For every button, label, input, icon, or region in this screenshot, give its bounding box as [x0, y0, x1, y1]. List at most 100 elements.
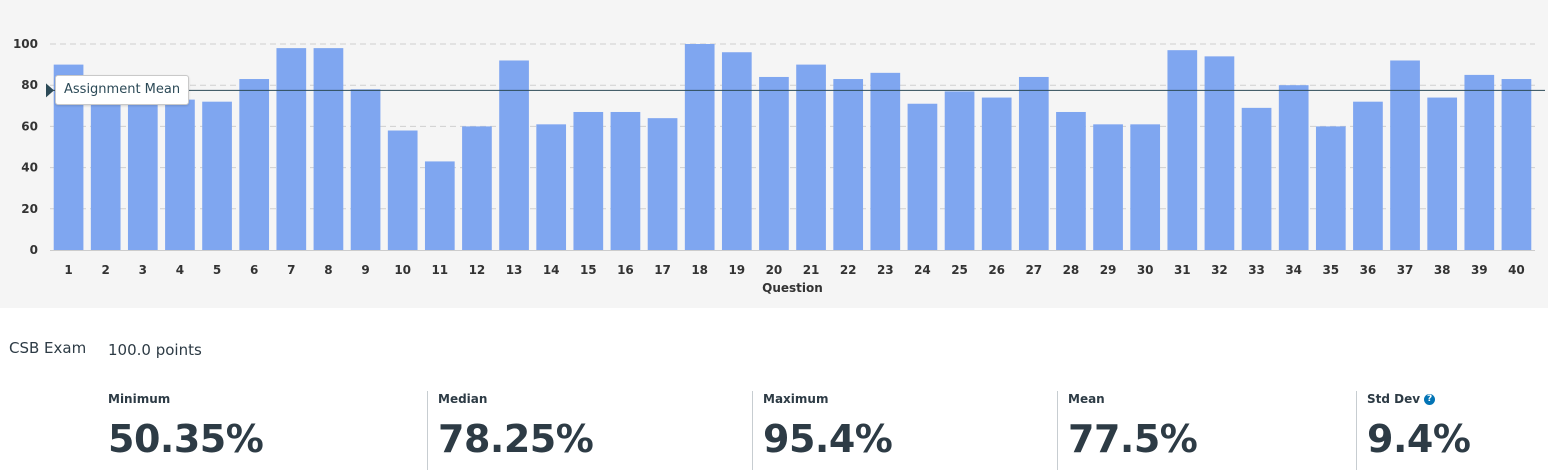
bar-question-20	[759, 76, 789, 251]
stat-std-dev: Std Dev ? 9.4%	[1356, 391, 1471, 470]
stat-median-value: 78.25%	[438, 417, 594, 461]
bar-question-22	[833, 79, 864, 251]
bar-question-13	[499, 60, 529, 251]
x-tick-label: 25	[951, 263, 968, 277]
stat-maximum-value: 95.4%	[763, 417, 893, 461]
bar-question-25	[944, 91, 975, 250]
stat-mean-label: Mean	[1068, 392, 1105, 406]
bar-question-2	[90, 101, 121, 251]
stat-maximum-label: Maximum	[763, 392, 829, 406]
bar-question-29	[1093, 124, 1123, 250]
stat-median: Median 78.25%	[427, 391, 594, 470]
y-tick-label: 20	[21, 202, 38, 216]
bar-question-8	[313, 48, 344, 251]
stat-mean-value: 77.5%	[1068, 417, 1198, 461]
x-tick-label: 34	[1285, 263, 1302, 277]
y-tick-label: 40	[21, 161, 38, 175]
bar-question-30	[1130, 124, 1161, 250]
x-tick-label: 37	[1397, 263, 1414, 277]
bar-question-40	[1501, 79, 1532, 251]
bar-question-19	[721, 52, 752, 250]
x-tick-label: 8	[324, 263, 332, 277]
assignment-name: CSB Exam	[9, 339, 87, 357]
bar-question-26	[981, 97, 1012, 250]
y-tick-label: 100	[13, 37, 38, 51]
bar-question-6	[239, 79, 270, 251]
x-tick-label: 11	[431, 263, 448, 277]
x-tick-label: 9	[361, 263, 369, 277]
x-tick-label: 28	[1063, 263, 1080, 277]
x-tick-label: 35	[1322, 263, 1339, 277]
x-tick-label: 29	[1100, 263, 1117, 277]
bar-question-10	[387, 130, 418, 250]
x-tick-label: 40	[1508, 263, 1525, 277]
bar-question-32	[1204, 56, 1235, 250]
x-tick-label: 10	[394, 263, 411, 277]
x-tick-label: 17	[654, 263, 671, 277]
bar-question-4	[165, 99, 195, 251]
x-tick-label: 19	[728, 263, 745, 277]
assignment-mean-label: Assignment Mean	[64, 82, 181, 97]
x-tick-label: 27	[1025, 263, 1042, 277]
bar-question-9	[350, 89, 381, 250]
stat-std-dev-label: Std Dev	[1367, 392, 1421, 406]
bar-question-16	[610, 111, 641, 250]
y-tick-label: 80	[21, 78, 38, 92]
x-tick-label: 26	[988, 263, 1005, 277]
x-tick-label: 36	[1360, 263, 1377, 277]
bar-question-27	[1018, 76, 1049, 251]
bar-question-39	[1464, 74, 1495, 251]
x-tick-label: 3	[139, 263, 147, 277]
bar-question-3	[127, 99, 158, 251]
bar-question-15	[573, 111, 604, 250]
bar-question-11	[424, 161, 455, 250]
x-tick-label: 38	[1434, 263, 1451, 277]
x-axis-title: Question	[762, 281, 823, 295]
x-tick-label: 18	[691, 263, 708, 277]
x-tick-label: 7	[287, 263, 295, 277]
bar-question-34	[1278, 85, 1309, 250]
bar-question-5	[202, 101, 232, 251]
bar-question-36	[1353, 101, 1383, 251]
x-tick-label: 39	[1471, 263, 1488, 277]
assignment-points: 100.0 points	[108, 341, 202, 359]
x-tick-label: 20	[766, 263, 783, 277]
y-tick-label: 60	[21, 119, 38, 133]
x-tick-label: 14	[543, 263, 560, 277]
help-icon[interactable]: ?	[1424, 393, 1436, 405]
stat-minimum-label: Minimum	[108, 392, 171, 406]
x-tick-label: 5	[213, 263, 221, 277]
bar-question-12	[462, 126, 492, 250]
bar-question-28	[1056, 111, 1086, 250]
bar-question-18	[684, 44, 715, 250]
stat-maximum: Maximum 95.4%	[752, 391, 893, 470]
bar-question-14	[536, 124, 567, 250]
x-tick-label: 13	[506, 263, 523, 277]
stat-minimum-value: 50.35%	[108, 417, 264, 461]
bar-question-7	[276, 48, 307, 251]
x-tick-label: 23	[877, 263, 894, 277]
bar-question-17	[647, 118, 678, 250]
x-tick-label: 31	[1174, 263, 1191, 277]
mean-marker-icon	[46, 83, 54, 98]
stat-median-label: Median	[438, 392, 488, 406]
x-tick-label: 1	[64, 263, 72, 277]
bar-question-37	[1390, 60, 1420, 251]
bar-question-38	[1427, 97, 1458, 250]
x-tick-label: 15	[580, 263, 597, 277]
bar-question-35	[1315, 126, 1346, 250]
y-tick-label: 0	[30, 243, 38, 257]
stat-minimum: Minimum 50.35%	[98, 391, 264, 470]
stat-std-dev-value: 9.4%	[1367, 417, 1471, 461]
x-tick-label: 33	[1248, 263, 1265, 277]
bar-question-24	[907, 103, 938, 251]
x-tick-label: 4	[176, 263, 184, 277]
assignment-mean-tooltip: Assignment Mean	[55, 75, 190, 105]
bar-question-23	[870, 72, 901, 250]
x-tick-label: 21	[803, 263, 820, 277]
x-tick-label: 12	[469, 263, 486, 277]
bar-question-33	[1241, 107, 1272, 250]
x-tick-label: 6	[250, 263, 258, 277]
x-tick-label: 16	[617, 263, 634, 277]
stat-mean: Mean 77.5%	[1057, 391, 1198, 470]
